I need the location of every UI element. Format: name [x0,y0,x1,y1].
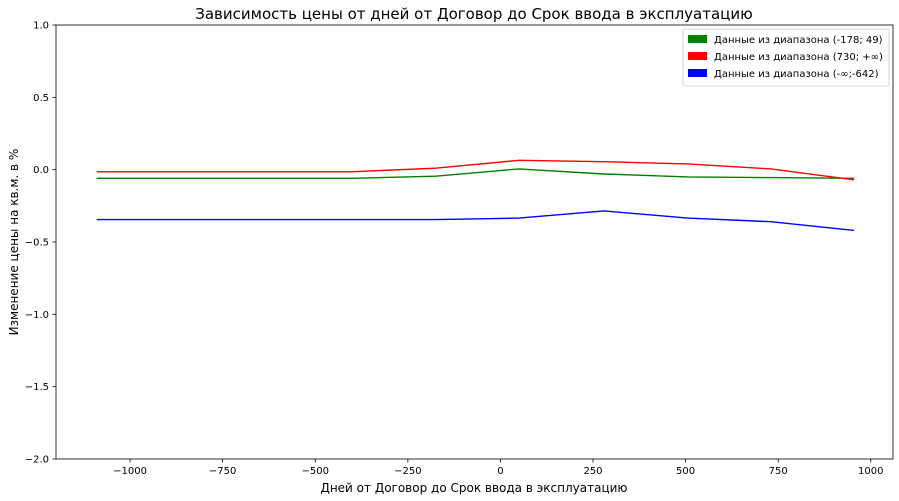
y-tick-label: 0.0 [33,165,49,176]
plot-area: −1000 −750 −500 −250 0 250 500 750 1000 1.0 0.5 0.0… [25,21,894,477]
x-tick-label: −500 [302,466,329,477]
x-tick-label: −250 [394,466,421,477]
x-tick-label: 250 [583,466,602,477]
legend-swatch [688,69,707,77]
y-tick-label: −2.0 [25,455,49,466]
y-tick-label: −1.0 [25,310,49,321]
x-tick-label: 500 [676,466,695,477]
plot-frame [55,24,894,460]
x-tick-label: −750 [209,466,236,477]
series-line [96,210,855,232]
legend-label: Данные из диапазона (-178; 49) [714,35,883,46]
legend: Данные из диапазона (-178; 49) Данные из … [682,28,890,87]
legend-box [682,28,890,87]
x-tick-label: 750 [769,466,788,477]
series-line [96,168,855,180]
legend-label: Данные из диапазона (730; +∞) [714,52,883,63]
x-axis-title: Дней от Договор до Срок ввода в эксплуат… [320,481,627,495]
y-tick-label: −1.5 [25,382,49,393]
y-tick-label: −0.5 [25,238,49,249]
legend-swatch [688,35,707,43]
chart-title: Зависимость цены от дней от Договор до С… [195,5,753,23]
legend-swatch [688,52,707,60]
y-tick-label: 0.5 [33,93,49,104]
y-tick-label: 1.0 [33,21,49,32]
x-tick-label: 1000 [858,466,883,477]
series-line [96,159,855,181]
y-axis-title: Изменение цены на кв.м. в % [7,149,21,336]
legend-label: Данные из диапазона (-∞;-642) [714,69,879,80]
x-tick-label: 0 [497,466,503,477]
x-tick-label: −1000 [113,466,147,477]
